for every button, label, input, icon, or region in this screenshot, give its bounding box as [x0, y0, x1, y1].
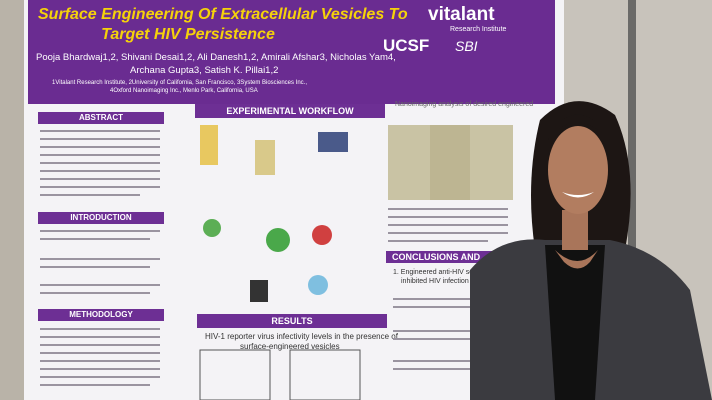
section-header: ABSTRACT [38, 112, 164, 124]
result-charts [199, 349, 361, 400]
person [470, 101, 712, 400]
authors: Pooja Bhardwaj1,2, Shivani Desai1,2, Ali… [36, 52, 396, 63]
poster-header [28, 0, 555, 104]
logo: Research Institute [450, 26, 507, 33]
microscopy-grid [388, 125, 513, 200]
section-header: METHODOLOGY [38, 309, 164, 321]
affiliations: 4Oxford Nanoimaging Inc., Menlo Park, Ca… [110, 88, 258, 94]
poster-title: Target HIV Persistence [101, 26, 275, 43]
section-header: INTRODUCTION [38, 212, 164, 224]
affiliations: 1Vitalant Research Institute, 2Universit… [52, 80, 308, 86]
wall-left [0, 0, 26, 400]
authors: Archana Gupta3, Satish K. Pillai1,2 [130, 65, 279, 76]
logo: vitalant [428, 4, 495, 25]
poster-title: Surface Engineering Of Extracellular Ves… [38, 6, 408, 23]
results-caption: surface-engineered vesicles [240, 342, 340, 351]
workflow-images [200, 125, 348, 302]
door-frame [628, 0, 636, 260]
conclusion-item: inhibited HIV infection ex vivo. [401, 278, 495, 285]
section-header: EXPERIMENTAL WORKFLOW [195, 104, 385, 118]
section-header: RESULTS [197, 314, 387, 328]
body-text [40, 130, 508, 386]
logo: SBI [455, 38, 478, 54]
imaging-caption: Nanoimaging analysis of desired engineer… [395, 101, 534, 108]
conclusion-item: 1. Engineered anti-HIV scFv-dec [393, 269, 495, 276]
results-caption: HIV-1 reporter virus infectivity levels … [205, 332, 398, 341]
logo: UCSF [383, 36, 430, 55]
